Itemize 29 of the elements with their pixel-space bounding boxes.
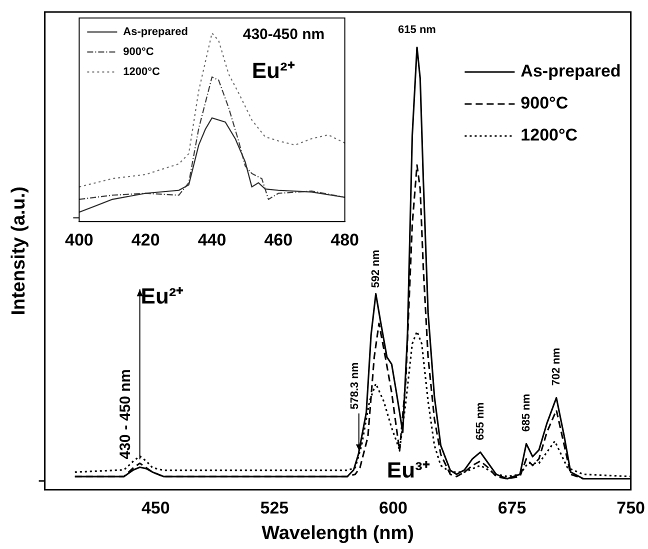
legend-label: As-prepared [520,62,621,81]
x-tick-label: 675 [498,498,526,518]
annotation: Eu²⁺ [140,283,184,308]
x-tick-label: 600 [379,498,408,518]
legend-label: As-prepared [123,26,188,38]
annotation: 702 nm [550,348,562,386]
annotation: 615 nm [398,24,436,36]
annotation: Eu²⁺ [252,58,296,84]
x-tick-label: 480 [330,230,360,250]
annotation: 578.3 nm [348,362,361,410]
annotation: 592 nm [370,250,382,288]
x-tick-label: 460 [264,230,293,250]
x-tick-label: 750 [616,498,646,518]
annotation: Eu³⁺ [386,458,430,483]
legend-label: 900°C [520,94,568,113]
x-tick-label: 525 [260,498,289,518]
annotation: 685 nm [520,394,532,432]
legend-label: 1200°C [520,126,578,145]
annotation: 430 - 450 nm [116,369,134,460]
x-tick-label: 450 [141,498,170,518]
annotation: 430-450 nm [242,26,325,44]
x-tick-label: 440 [198,230,226,250]
legend-label: 1200°C [123,66,160,78]
x-axis-title: Wavelength (nm) [262,522,414,544]
annotation: 655 nm [474,402,486,440]
y-axis-title: Intensity (a.u.) [8,186,30,316]
x-tick-label: 420 [131,230,160,250]
x-tick-label: 400 [64,230,94,250]
legend-label: 900°C [123,46,154,58]
